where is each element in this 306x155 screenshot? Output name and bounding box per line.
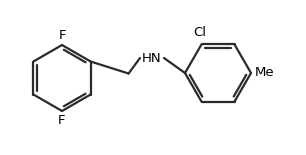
- Text: F: F: [58, 29, 66, 42]
- Text: Cl: Cl: [193, 26, 206, 39]
- Text: HN: HN: [142, 53, 162, 66]
- Text: F: F: [58, 114, 66, 127]
- Text: Me: Me: [255, 66, 274, 80]
